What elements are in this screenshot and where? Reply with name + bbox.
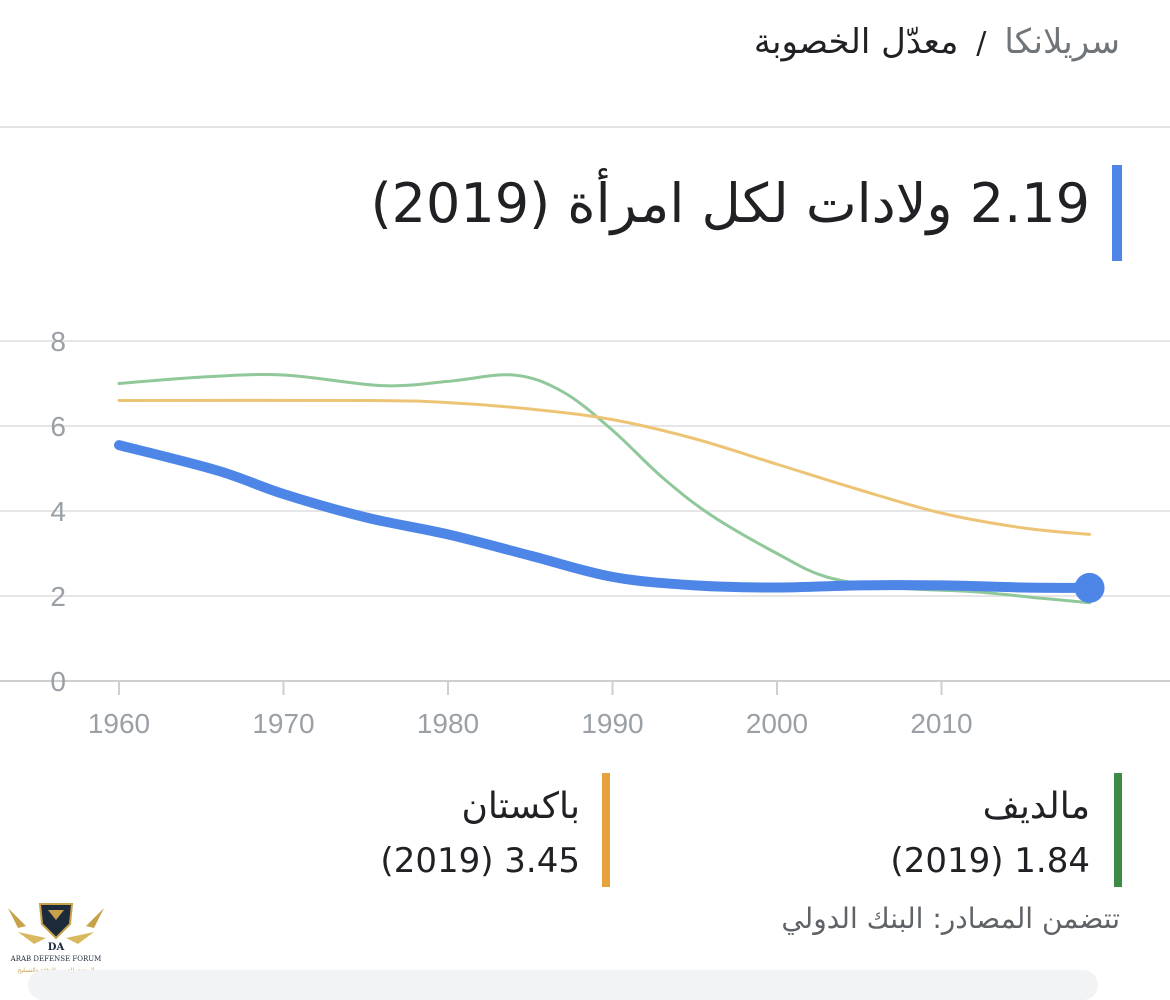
fertility-chart: 0 2 4 6 8 1960 1970 1980 1990 2000 2010	[0, 326, 1170, 739]
forum-watermark-logo: DA ARAB DEFENSE FORUM المنتدى العربي للد…	[8, 903, 104, 974]
chart-series	[114, 373, 1105, 605]
x-tick-label: 1970	[252, 708, 314, 739]
legend-name-maldives: مالديف	[982, 786, 1090, 827]
series-line-2	[114, 440, 1095, 593]
breadcrumb-country[interactable]: سريلانكا	[1004, 22, 1120, 62]
x-tick-label: 2000	[746, 708, 808, 739]
legend-item-maldives[interactable]: مالديف 1.84 (2019)	[890, 786, 1090, 881]
x-tick-label: 1980	[417, 708, 479, 739]
chart-grid	[0, 340, 1170, 682]
y-tick-label: 6	[50, 411, 66, 442]
breadcrumb-metric: معدّل الخصوبة	[753, 22, 959, 62]
breadcrumb-separator: /	[976, 26, 987, 61]
series-line-1	[117, 398, 1092, 536]
sources-note[interactable]: تتضمن المصادر: البنك الدولي	[781, 902, 1120, 935]
y-axis-ticks: 0 2 4 6 8	[50, 326, 66, 697]
y-tick-label: 0	[50, 666, 66, 697]
y-tick-label: 4	[50, 496, 66, 527]
x-tick-label: 1960	[88, 708, 150, 739]
x-tick-label: 2010	[910, 708, 972, 739]
legend-color-bar-pakistan	[602, 773, 610, 887]
headline-accent-bar	[1112, 165, 1122, 261]
legend-color-bar-maldives	[1114, 773, 1122, 887]
legend-value-maldives: 1.84 (2019)	[890, 841, 1090, 881]
headline-value: 2.19 ولادات لكل امرأة (2019)	[370, 172, 1090, 235]
y-tick-label: 8	[50, 326, 66, 357]
legend-item-pakistan[interactable]: باكستان 3.45 (2019)	[380, 786, 580, 881]
top-divider	[0, 126, 1170, 128]
watermark-line1: ARAB DEFENSE FORUM	[10, 955, 102, 963]
series-endpoint-marker	[1074, 572, 1105, 603]
breadcrumb: سريلانكا / معدّل الخصوبة	[754, 22, 1120, 62]
x-tick-label: 1990	[581, 708, 643, 739]
bottom-card-edge	[28, 970, 1098, 1000]
legend-name-pakistan: باكستان	[461, 786, 580, 827]
y-tick-label: 2	[50, 581, 66, 612]
watermark-mark: DA	[48, 942, 65, 953]
legend-value-pakistan: 3.45 (2019)	[380, 841, 580, 881]
x-axis-ticks: 1960 1970 1980 1990 2000 2010	[88, 681, 973, 739]
